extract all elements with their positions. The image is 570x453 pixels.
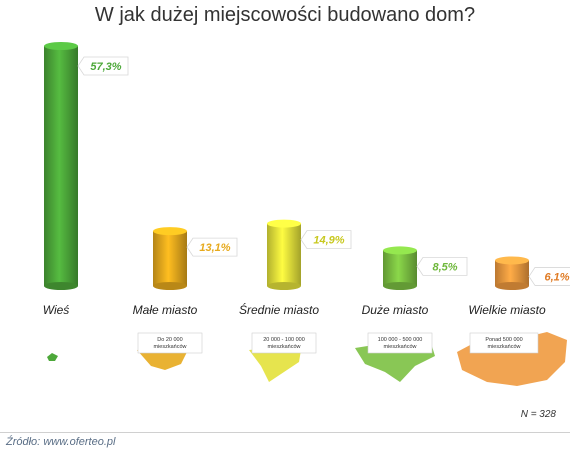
bar-2 xyxy=(267,223,301,286)
region-shape-2 xyxy=(249,347,301,382)
sublabel-3: 100 000 - 500 000 mieszkańców xyxy=(378,337,423,350)
bar-1 xyxy=(153,231,187,286)
bar-3 xyxy=(383,250,417,286)
value-label-0: 57,3% xyxy=(90,61,121,73)
category-label-0: Wieś xyxy=(43,303,70,317)
chart-title: W jak dużej miejscowości budowano dom? xyxy=(94,4,476,26)
value-label-box-1 xyxy=(186,237,238,257)
value-label-box-4 xyxy=(528,267,570,286)
region-map-0 xyxy=(47,353,58,361)
source-line: Źródło: www.oferteo.pl xyxy=(0,432,570,448)
bar-group-4: 6,1% Wielkie miasto xyxy=(468,256,570,317)
bar-top-2 xyxy=(267,219,301,228)
value-label-box-3 xyxy=(416,256,468,276)
bar-base-2 xyxy=(267,282,301,290)
category-label-1: Małe miasto xyxy=(133,303,198,317)
value-label-box-0 xyxy=(77,56,129,76)
region-map-1: Do 20 000 mieszkańców xyxy=(137,332,203,370)
bar-base-0 xyxy=(44,282,78,290)
sublabel-box-1 xyxy=(137,332,203,354)
bar-top-3 xyxy=(383,246,417,255)
bar-group-0: 57,3% Wieś xyxy=(43,42,129,317)
bar-0 xyxy=(44,46,78,286)
category-label-2: Średnie miasto xyxy=(239,302,319,317)
category-label-3: Duże miasto xyxy=(362,303,429,317)
value-label-3: 8,5% xyxy=(432,261,457,273)
sublabel-box-2 xyxy=(251,332,317,354)
sample-size: N = 328 xyxy=(520,409,556,420)
value-label-2: 14,9% xyxy=(313,235,344,247)
bar-top-1 xyxy=(153,227,187,236)
bar-group-1: 13,1% Małe miasto xyxy=(133,227,238,317)
bar-4 xyxy=(495,260,529,286)
value-label-1: 13,1% xyxy=(199,242,230,254)
region-map-3: 100 000 - 500 000 mieszkańców xyxy=(355,332,435,382)
sublabel-1: Do 20 000 mieszkańców xyxy=(153,337,186,350)
region-shape-1 xyxy=(137,348,187,370)
bar-top-0 xyxy=(44,42,78,50)
bar-group-2: 14,9% Średnie miasto xyxy=(239,219,352,317)
region-map-2: 20 000 - 100 000 mieszkańców xyxy=(249,332,317,382)
category-label-4: Wielkie miasto xyxy=(468,303,546,317)
bar-top-4 xyxy=(495,256,529,265)
sublabel-2: 20 000 - 100 000 mieszkańców xyxy=(263,337,305,350)
sublabel-4: Ponad 500 000 mieszkańców xyxy=(485,337,522,350)
source-label: Źródło: xyxy=(6,436,41,448)
value-label-box-2 xyxy=(300,230,352,249)
bar-base-1 xyxy=(153,282,187,290)
bar-group-3: 8,5% Duże miasto xyxy=(362,246,468,317)
region-shape-0 xyxy=(47,353,58,361)
bar-base-3 xyxy=(383,282,417,290)
sublabel-box-4 xyxy=(469,332,539,354)
bar-base-4 xyxy=(495,282,529,290)
source-url[interactable]: www.oferteo.pl xyxy=(43,436,116,448)
sublabel-box-3 xyxy=(367,332,433,354)
region-map-4: Ponad 500 000 mieszkańców xyxy=(457,332,567,386)
value-label-4: 6,1% xyxy=(544,271,569,283)
